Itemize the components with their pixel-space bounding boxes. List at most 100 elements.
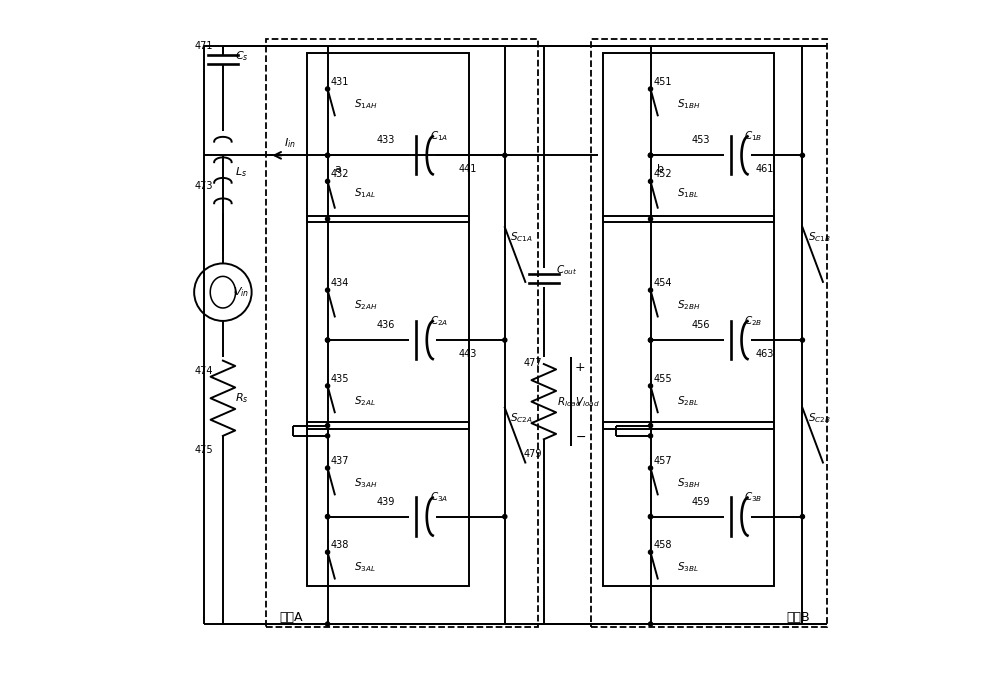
- Text: 434: 434: [331, 278, 349, 289]
- Circle shape: [800, 153, 804, 157]
- Circle shape: [648, 433, 653, 438]
- Text: 458: 458: [654, 541, 672, 550]
- Bar: [307, 216, 469, 429]
- Text: 452: 452: [654, 170, 673, 179]
- Text: 454: 454: [654, 278, 672, 289]
- Text: $C_{out}$: $C_{out}$: [556, 263, 577, 277]
- Circle shape: [800, 338, 804, 342]
- Text: 443: 443: [458, 349, 477, 359]
- Circle shape: [648, 288, 653, 292]
- Text: 432: 432: [331, 170, 349, 179]
- Text: $S_{2AH}$: $S_{2AH}$: [354, 298, 377, 312]
- Circle shape: [326, 433, 330, 438]
- Text: 473: 473: [194, 181, 213, 191]
- Text: 431: 431: [331, 77, 349, 87]
- Circle shape: [648, 622, 653, 626]
- Text: $S_{3BH}$: $S_{3BH}$: [677, 476, 700, 490]
- Text: $S_{3AL}$: $S_{3AL}$: [354, 561, 375, 574]
- Text: $S_{C1B}$: $S_{C1B}$: [808, 231, 831, 245]
- Text: 457: 457: [654, 456, 673, 466]
- Bar: [307, 53, 469, 223]
- Circle shape: [326, 466, 330, 470]
- Text: $C_{2A}$: $C_{2A}$: [430, 314, 448, 328]
- Circle shape: [800, 515, 804, 519]
- Circle shape: [326, 217, 330, 221]
- Text: b: b: [657, 164, 664, 174]
- Circle shape: [326, 515, 330, 519]
- Text: $-$: $-$: [575, 429, 586, 442]
- Circle shape: [648, 515, 653, 519]
- Circle shape: [326, 550, 330, 554]
- Text: 474: 474: [194, 366, 213, 376]
- Circle shape: [326, 338, 330, 342]
- Circle shape: [326, 424, 330, 428]
- Text: 433: 433: [377, 135, 395, 145]
- Circle shape: [648, 550, 653, 554]
- Text: 456: 456: [692, 320, 710, 330]
- Text: +: +: [575, 361, 585, 374]
- Text: $C_{1B}$: $C_{1B}$: [744, 129, 763, 143]
- Circle shape: [326, 288, 330, 292]
- Text: $C_{3B}$: $C_{3B}$: [744, 491, 763, 504]
- Bar: [591, 39, 827, 627]
- Circle shape: [648, 466, 653, 470]
- Text: $R_s$: $R_s$: [235, 392, 249, 405]
- Text: $S_{2AL}$: $S_{2AL}$: [354, 394, 375, 408]
- Circle shape: [648, 424, 653, 428]
- Text: $C_{1A}$: $C_{1A}$: [430, 129, 448, 143]
- Text: 453: 453: [692, 135, 710, 145]
- Text: 桥臂A: 桥臂A: [280, 611, 303, 624]
- Circle shape: [326, 622, 330, 626]
- Circle shape: [326, 338, 330, 342]
- Circle shape: [648, 515, 653, 519]
- Circle shape: [503, 338, 507, 342]
- Circle shape: [648, 87, 653, 91]
- Text: $S_{2BL}$: $S_{2BL}$: [677, 394, 698, 408]
- Text: $S_{3BL}$: $S_{3BL}$: [677, 561, 698, 574]
- Text: $S_{C1A}$: $S_{C1A}$: [510, 231, 533, 245]
- Text: $S_{C2B}$: $S_{C2B}$: [808, 412, 831, 425]
- Text: 461: 461: [756, 164, 774, 174]
- Circle shape: [648, 153, 653, 157]
- Circle shape: [326, 153, 330, 157]
- Text: 463: 463: [756, 349, 774, 359]
- Bar: [603, 216, 774, 429]
- Bar: [307, 423, 469, 587]
- Text: 451: 451: [654, 77, 672, 87]
- Circle shape: [648, 153, 653, 157]
- Bar: [603, 423, 774, 587]
- Text: 475: 475: [194, 444, 213, 455]
- Text: $V_{in}$: $V_{in}$: [233, 285, 249, 299]
- Text: $S_{2BH}$: $S_{2BH}$: [677, 298, 700, 312]
- Text: $C_s$: $C_s$: [235, 49, 249, 63]
- Circle shape: [326, 87, 330, 91]
- Text: 479: 479: [523, 449, 542, 460]
- Circle shape: [326, 515, 330, 519]
- Circle shape: [503, 515, 507, 519]
- Text: 436: 436: [377, 320, 395, 330]
- Text: 桥臂B: 桥臂B: [786, 611, 810, 624]
- Circle shape: [326, 153, 330, 157]
- Text: $S_{C2A}$: $S_{C2A}$: [510, 412, 533, 425]
- Text: $S_{1BH}$: $S_{1BH}$: [677, 97, 700, 111]
- Circle shape: [503, 153, 507, 157]
- Text: 471: 471: [194, 41, 213, 51]
- Circle shape: [648, 153, 653, 157]
- Text: $I_{in}$: $I_{in}$: [284, 136, 296, 150]
- Text: $L_s$: $L_s$: [235, 166, 247, 179]
- Text: $C_{3A}$: $C_{3A}$: [430, 491, 448, 504]
- Circle shape: [326, 384, 330, 388]
- Circle shape: [648, 338, 653, 342]
- Text: $S_{1AH}$: $S_{1AH}$: [354, 97, 377, 111]
- Text: 441: 441: [458, 164, 477, 174]
- Circle shape: [648, 179, 653, 183]
- Text: 439: 439: [377, 497, 395, 506]
- Text: $R_{load}$: $R_{load}$: [557, 395, 582, 409]
- Text: $C_{2B}$: $C_{2B}$: [744, 314, 763, 328]
- Circle shape: [648, 217, 653, 221]
- Text: 459: 459: [692, 497, 710, 506]
- Text: 438: 438: [331, 541, 349, 550]
- Bar: [266, 39, 538, 627]
- Text: 437: 437: [331, 456, 349, 466]
- Text: $S_{1BL}$: $S_{1BL}$: [677, 186, 698, 200]
